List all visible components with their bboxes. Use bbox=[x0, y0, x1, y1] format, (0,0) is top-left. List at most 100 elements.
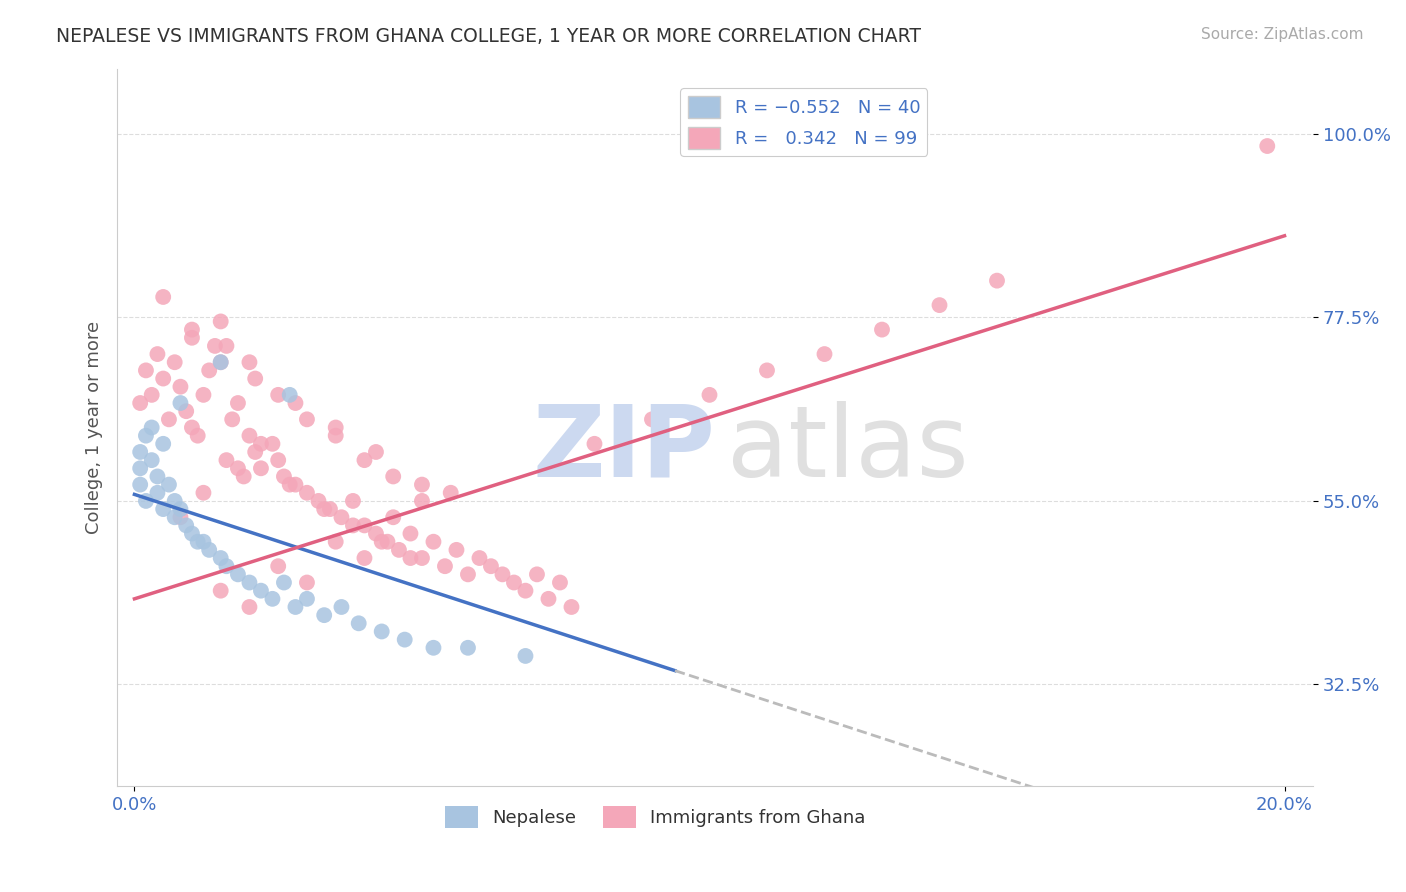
Point bbox=[245, 371, 267, 385]
Point bbox=[238, 428, 260, 442]
Point bbox=[174, 518, 197, 533]
Point bbox=[353, 518, 375, 533]
Point bbox=[491, 567, 513, 582]
Point bbox=[325, 428, 347, 442]
Point bbox=[146, 485, 169, 500]
Text: Source: ZipAtlas.com: Source: ZipAtlas.com bbox=[1201, 27, 1364, 42]
Point bbox=[141, 388, 163, 402]
Point bbox=[353, 551, 375, 566]
Point bbox=[169, 396, 191, 410]
Point bbox=[238, 575, 260, 590]
Point bbox=[169, 510, 191, 524]
Point bbox=[163, 494, 186, 508]
Point bbox=[250, 461, 273, 475]
Point bbox=[232, 469, 254, 483]
Y-axis label: College, 1 year or more: College, 1 year or more bbox=[86, 321, 103, 534]
Point bbox=[273, 469, 295, 483]
Point bbox=[330, 599, 353, 614]
Point bbox=[163, 510, 186, 524]
Point bbox=[209, 355, 232, 369]
Point bbox=[174, 404, 197, 418]
Point bbox=[411, 494, 433, 508]
Point bbox=[250, 437, 273, 451]
Point bbox=[330, 510, 353, 524]
Point bbox=[135, 494, 157, 508]
Point bbox=[267, 453, 290, 467]
Point bbox=[699, 388, 721, 402]
Point bbox=[870, 323, 893, 337]
Point bbox=[382, 510, 405, 524]
Point bbox=[215, 339, 238, 353]
Point bbox=[325, 534, 347, 549]
Point bbox=[152, 437, 174, 451]
Point bbox=[226, 567, 249, 582]
Point bbox=[238, 355, 260, 369]
Point bbox=[209, 355, 232, 369]
Point bbox=[537, 591, 560, 606]
Point bbox=[307, 494, 329, 508]
Point bbox=[433, 559, 456, 574]
Point bbox=[187, 428, 209, 442]
Point bbox=[209, 583, 232, 598]
Point bbox=[169, 502, 191, 516]
Point bbox=[295, 591, 318, 606]
Point bbox=[364, 445, 387, 459]
Point bbox=[209, 551, 232, 566]
Point bbox=[204, 339, 226, 353]
Point bbox=[422, 534, 444, 549]
Point bbox=[342, 494, 364, 508]
Point bbox=[813, 347, 835, 361]
Point bbox=[146, 347, 169, 361]
Point bbox=[284, 396, 307, 410]
Point bbox=[457, 640, 479, 655]
Point bbox=[273, 575, 295, 590]
Point bbox=[129, 396, 152, 410]
Point bbox=[411, 551, 433, 566]
Point bbox=[146, 469, 169, 483]
Point bbox=[157, 477, 180, 491]
Point bbox=[446, 542, 468, 557]
Point bbox=[468, 551, 491, 566]
Point bbox=[193, 388, 215, 402]
Point bbox=[986, 274, 1008, 288]
Point bbox=[548, 575, 571, 590]
Point bbox=[583, 437, 606, 451]
Point bbox=[152, 502, 174, 516]
Point bbox=[129, 477, 152, 491]
Point bbox=[187, 534, 209, 549]
Point bbox=[215, 559, 238, 574]
Point bbox=[141, 420, 163, 434]
Point bbox=[267, 559, 290, 574]
Text: atlas: atlas bbox=[727, 401, 969, 498]
Point bbox=[370, 534, 392, 549]
Point bbox=[440, 485, 463, 500]
Point bbox=[238, 599, 260, 614]
Point bbox=[284, 599, 307, 614]
Point bbox=[560, 599, 582, 614]
Point bbox=[370, 624, 392, 639]
Point bbox=[278, 388, 301, 402]
Point bbox=[245, 445, 267, 459]
Point bbox=[399, 551, 422, 566]
Point bbox=[394, 632, 416, 647]
Point bbox=[129, 461, 152, 475]
Point bbox=[515, 583, 537, 598]
Point bbox=[198, 363, 221, 377]
Point bbox=[422, 640, 444, 655]
Point bbox=[515, 648, 537, 663]
Point bbox=[262, 591, 284, 606]
Point bbox=[325, 420, 347, 434]
Point bbox=[181, 420, 204, 434]
Point bbox=[319, 502, 342, 516]
Point bbox=[226, 461, 249, 475]
Point bbox=[756, 363, 779, 377]
Point bbox=[457, 567, 479, 582]
Point bbox=[163, 355, 186, 369]
Point bbox=[314, 502, 336, 516]
Point bbox=[209, 314, 232, 328]
Point bbox=[181, 331, 204, 345]
Point bbox=[193, 534, 215, 549]
Point bbox=[526, 567, 548, 582]
Point bbox=[181, 323, 204, 337]
Point bbox=[503, 575, 526, 590]
